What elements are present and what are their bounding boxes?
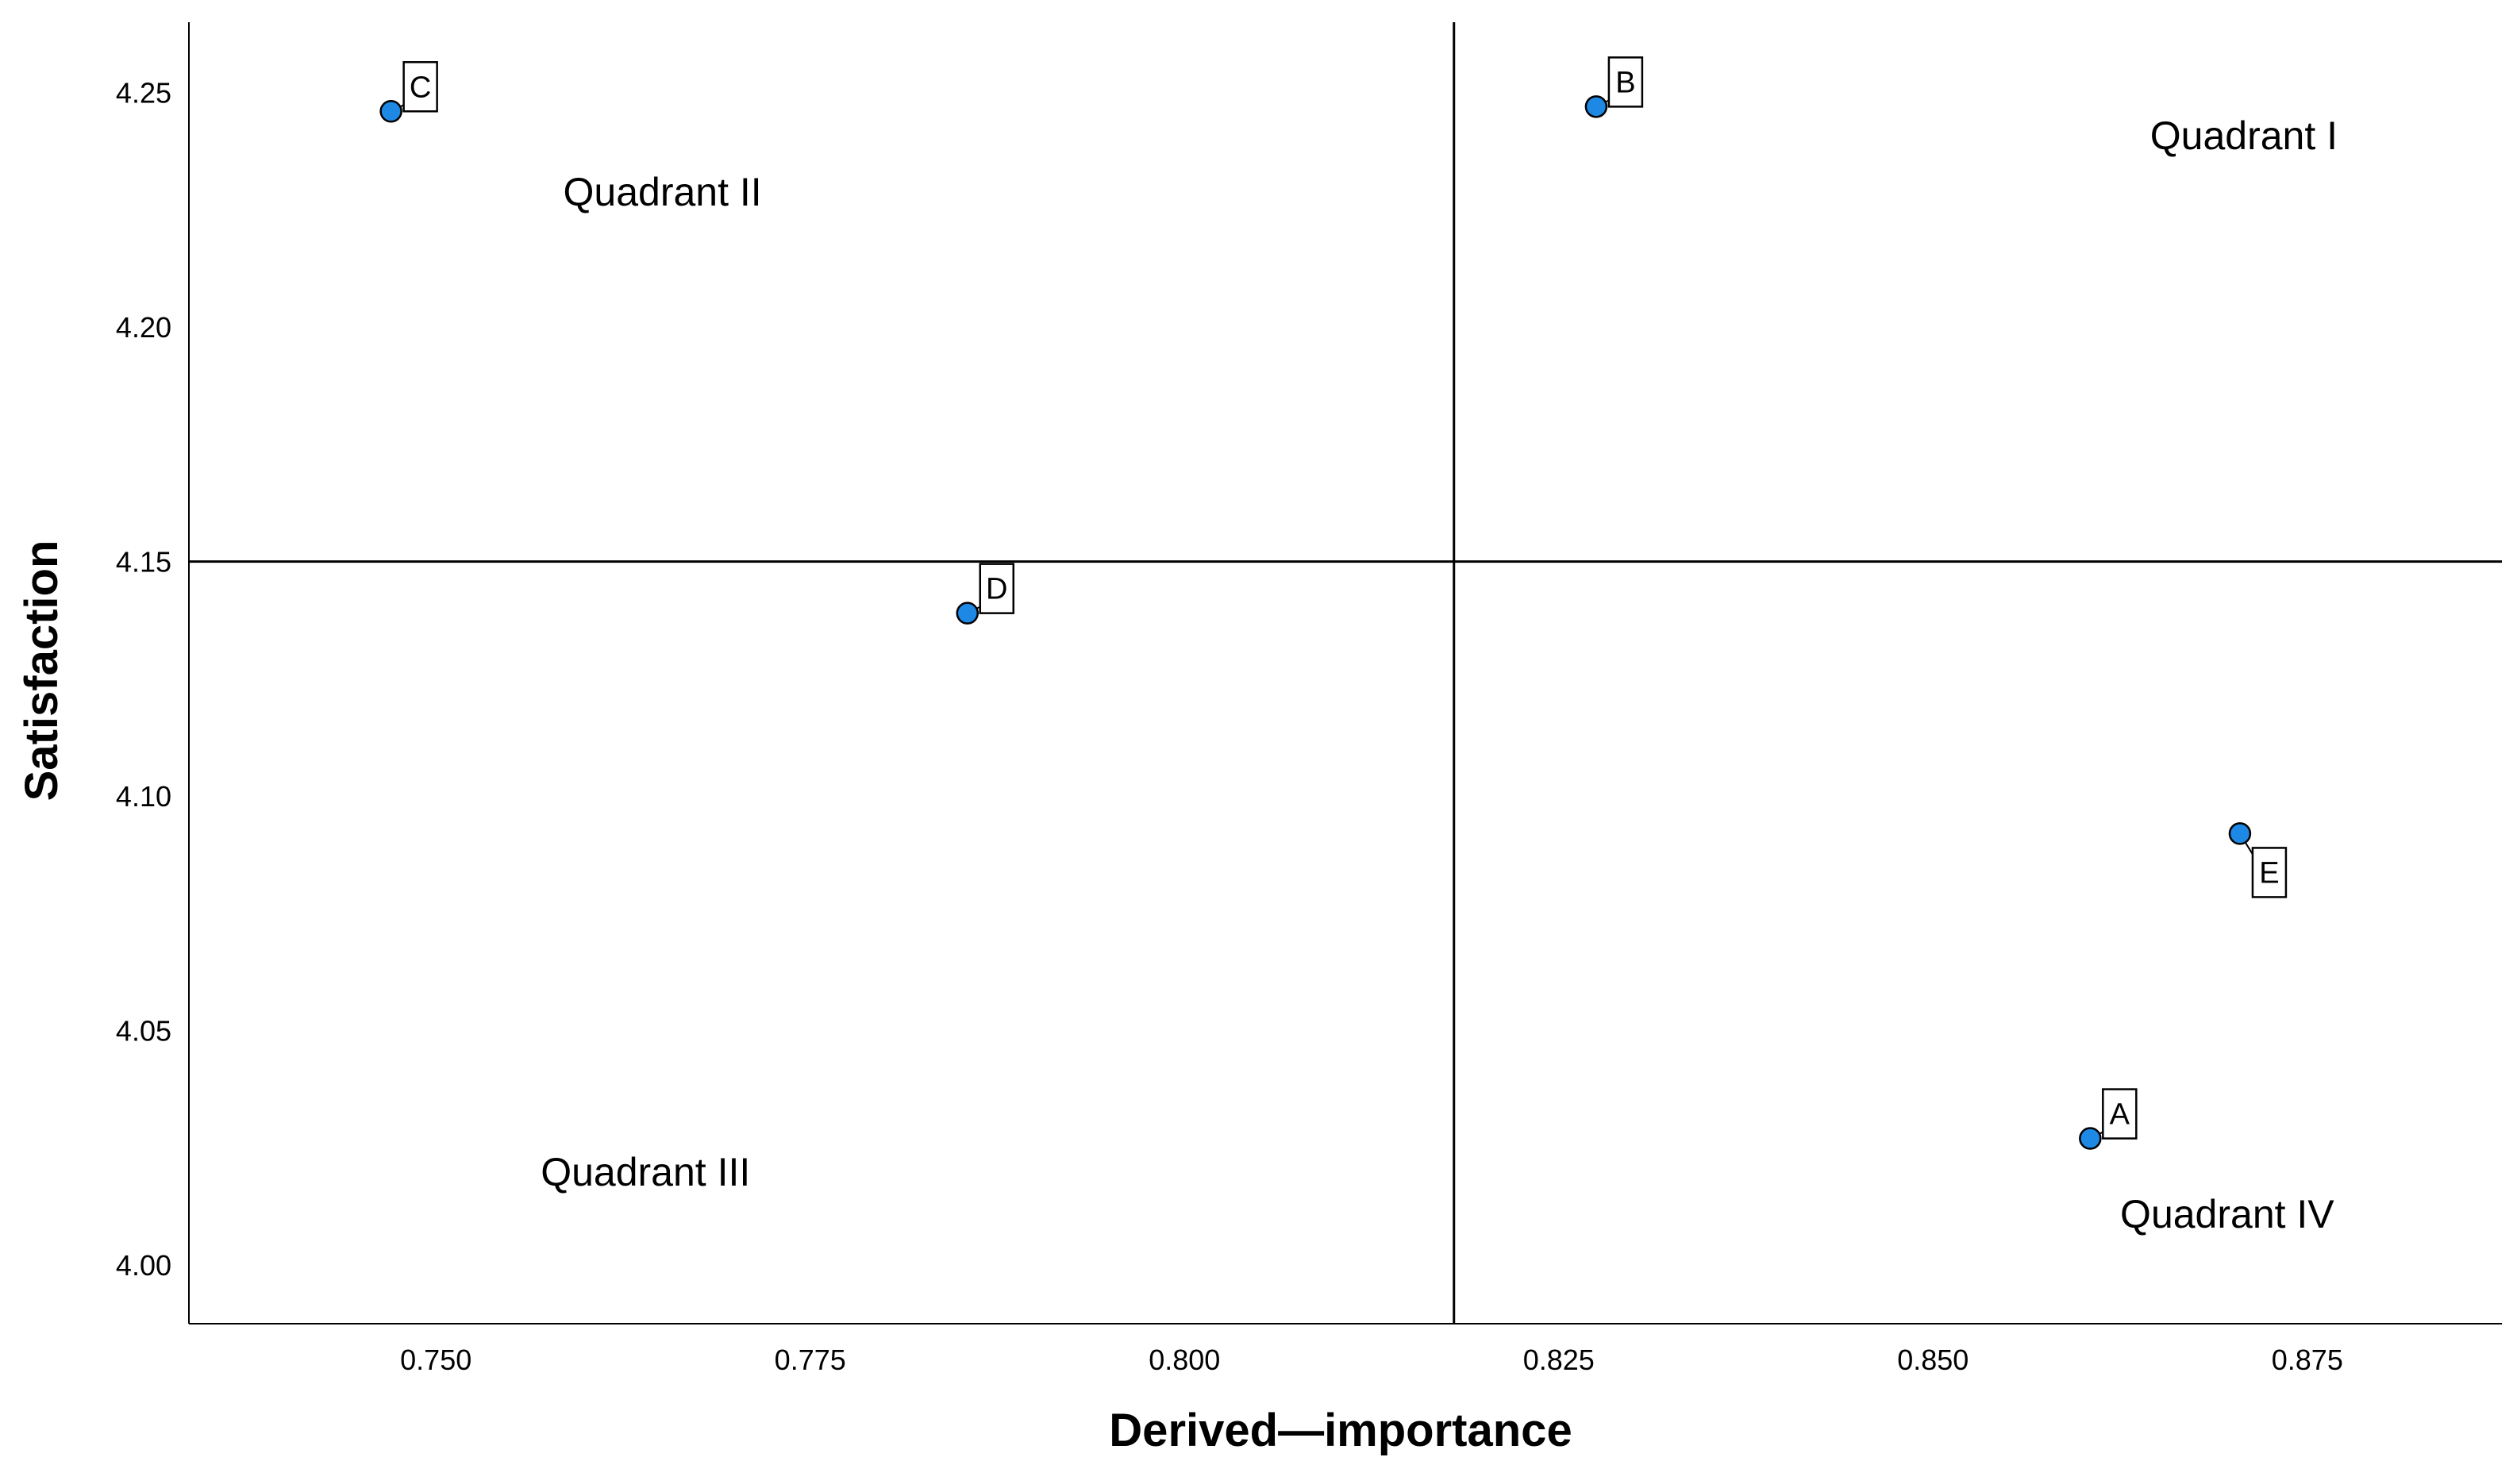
point-marker bbox=[2079, 1127, 2102, 1150]
point-label: A bbox=[2110, 1098, 2130, 1132]
x-tick-label: 0.825 bbox=[1523, 1344, 1595, 1376]
axes bbox=[188, 22, 2502, 1324]
x-tick-label: 0.875 bbox=[2272, 1344, 2343, 1376]
point-label: B bbox=[1615, 66, 1635, 99]
quadrant-label: Quadrant I bbox=[2150, 113, 2338, 158]
reference-lines bbox=[189, 22, 2502, 1324]
point-label-box bbox=[2102, 1088, 2138, 1140]
x-tick-label: 0.750 bbox=[400, 1344, 471, 1376]
quadrant-labels: Quadrant I Quadrant II Quadrant III Quadran… bbox=[541, 113, 2338, 1236]
quadrant-label: Quadrant IV bbox=[2120, 1192, 2334, 1236]
point-label: D bbox=[986, 573, 1007, 606]
point-label-box bbox=[402, 61, 438, 113]
y-tick-label: 4.10 bbox=[116, 780, 171, 813]
y-tick-label: 4.00 bbox=[116, 1249, 171, 1282]
y-axis-title: Satisfaction bbox=[16, 540, 67, 802]
data-point-a: A bbox=[2079, 1088, 2138, 1150]
point-label-box bbox=[979, 563, 1015, 614]
point-label: C bbox=[410, 71, 431, 104]
point-label-box bbox=[2251, 847, 2288, 898]
point-label: E bbox=[2259, 856, 2279, 890]
x-axis-ticks: 0.750 0.775 0.800 0.825 0.850 0.875 bbox=[400, 1344, 2343, 1376]
quadrant-label: Quadrant III bbox=[541, 1150, 750, 1194]
point-marker bbox=[1584, 95, 1608, 118]
y-axis-ticks: 4.00 4.05 4.10 4.15 4.20 4.25 bbox=[116, 77, 171, 1282]
x-tick-label: 0.775 bbox=[775, 1344, 846, 1376]
point-label-box bbox=[1607, 56, 1644, 108]
x-tick-label: 0.850 bbox=[1897, 1344, 1969, 1376]
data-point-e: E bbox=[2228, 822, 2288, 898]
y-tick-label: 4.25 bbox=[116, 77, 171, 110]
data-points: A B C D E bbox=[379, 56, 2288, 1150]
point-marker bbox=[956, 602, 979, 625]
data-point-d: D bbox=[956, 563, 1015, 625]
point-marker bbox=[379, 100, 402, 123]
y-tick-label: 4.05 bbox=[116, 1015, 171, 1048]
y-tick-label: 4.15 bbox=[116, 546, 171, 579]
point-marker bbox=[2228, 822, 2252, 845]
data-point-b: B bbox=[1584, 56, 1644, 118]
quadrant-label: Quadrant II bbox=[564, 170, 762, 214]
x-axis-title: Derived—importance bbox=[1109, 1405, 1572, 1456]
x-tick-label: 0.800 bbox=[1149, 1344, 1220, 1376]
data-point-c: C bbox=[379, 61, 438, 123]
y-tick-label: 4.20 bbox=[116, 311, 171, 344]
